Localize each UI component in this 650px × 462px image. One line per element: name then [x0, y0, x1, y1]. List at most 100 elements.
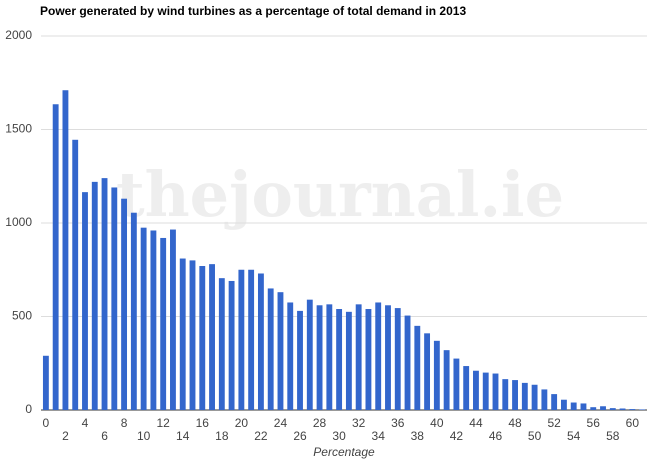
- bar: [473, 370, 479, 410]
- bar: [91, 181, 98, 410]
- bar: [150, 230, 157, 410]
- bar: [629, 409, 636, 410]
- bar: [257, 273, 264, 410]
- x-tick-label: 4: [82, 416, 89, 430]
- x-tick-label: 6: [101, 429, 108, 443]
- bar: [297, 310, 303, 410]
- bar: [541, 389, 548, 410]
- bar: [463, 366, 470, 410]
- watermark: thejournal.ie: [116, 158, 564, 231]
- bar: [404, 315, 411, 410]
- x-tick-label: 14: [176, 429, 190, 443]
- bar: [453, 358, 460, 410]
- bar: [62, 90, 69, 410]
- bar: [72, 139, 79, 410]
- x-tick-label: 30: [332, 429, 346, 443]
- bar: [199, 266, 206, 410]
- bar: [267, 288, 274, 410]
- x-tick-label: 32: [352, 416, 366, 430]
- bar: [619, 408, 626, 410]
- x-tick-label: 26: [293, 429, 307, 443]
- bar: [531, 384, 538, 410]
- x-tick-label: 48: [508, 416, 522, 430]
- x-tick-label: 36: [391, 416, 405, 430]
- x-tick-label: 60: [626, 416, 640, 430]
- bar: [189, 260, 196, 410]
- x-tick-label: 8: [121, 416, 128, 430]
- x-tick-label: 46: [489, 429, 503, 443]
- bar: [218, 278, 225, 410]
- bar: [424, 333, 431, 410]
- x-axis-title: Percentage: [313, 445, 375, 459]
- bar: [609, 408, 616, 410]
- bar: [101, 178, 108, 410]
- bar: [42, 355, 49, 410]
- y-tick-label: 0: [25, 402, 32, 416]
- x-tick-label: 40: [430, 416, 444, 430]
- x-tick-label: 54: [567, 429, 581, 443]
- bar: [482, 372, 489, 410]
- x-tick-label: 24: [274, 416, 288, 430]
- x-tick-label: 34: [372, 429, 386, 443]
- bar: [140, 227, 147, 410]
- bar: [248, 269, 255, 410]
- x-tick-label: 44: [469, 416, 483, 430]
- y-tick-label: 1000: [5, 215, 32, 229]
- y-tick-label: 1500: [5, 122, 32, 136]
- x-tick-label: 50: [528, 429, 542, 443]
- bar: [170, 229, 176, 410]
- bar: [160, 237, 167, 410]
- bar: [52, 104, 59, 410]
- bar: [590, 407, 597, 410]
- x-tick-label: 2: [62, 429, 69, 443]
- bar: [365, 309, 372, 410]
- bar: [121, 198, 128, 410]
- x-tick-label: 0: [43, 416, 50, 430]
- bar: [326, 304, 333, 410]
- bar: [600, 406, 606, 410]
- bar: [433, 340, 440, 410]
- x-tick-label: 52: [547, 416, 561, 430]
- bar: [355, 304, 362, 410]
- bar: [512, 380, 518, 410]
- x-tick-label: 16: [196, 416, 210, 430]
- y-tick-label: 2000: [5, 28, 32, 42]
- bar: [375, 302, 382, 410]
- x-tick-label: 12: [156, 416, 170, 430]
- bar: [111, 187, 118, 410]
- bar: [238, 269, 245, 410]
- x-tick-label: 20: [235, 416, 249, 430]
- x-tick-label: 18: [215, 429, 229, 443]
- bar: [580, 403, 587, 410]
- bar: [287, 302, 294, 410]
- bar: [306, 299, 313, 410]
- x-tick-label: 10: [137, 429, 151, 443]
- bar: [443, 350, 450, 410]
- bar: [570, 402, 577, 410]
- bar: [551, 394, 558, 410]
- bar: [385, 305, 391, 410]
- bar: [345, 311, 352, 410]
- bar: [179, 258, 186, 410]
- x-tick-label: 28: [313, 416, 327, 430]
- bar: [394, 308, 401, 410]
- bar: [336, 309, 343, 410]
- bar: [82, 192, 88, 410]
- bar: [502, 379, 509, 410]
- bar: [414, 325, 421, 410]
- bar: [492, 373, 499, 410]
- x-tick-label: 42: [450, 429, 464, 443]
- bar: [560, 399, 567, 410]
- bar: [228, 280, 235, 410]
- bar: [277, 292, 284, 410]
- x-tick-label: 58: [606, 429, 620, 443]
- x-tick-label: 56: [587, 416, 601, 430]
- bar: [130, 212, 137, 410]
- bar: [639, 409, 646, 410]
- y-tick-label: 500: [12, 309, 32, 323]
- x-tick-label: 22: [254, 429, 268, 443]
- x-tick-label: 38: [411, 429, 425, 443]
- bar: [209, 264, 215, 410]
- bar: [521, 382, 528, 410]
